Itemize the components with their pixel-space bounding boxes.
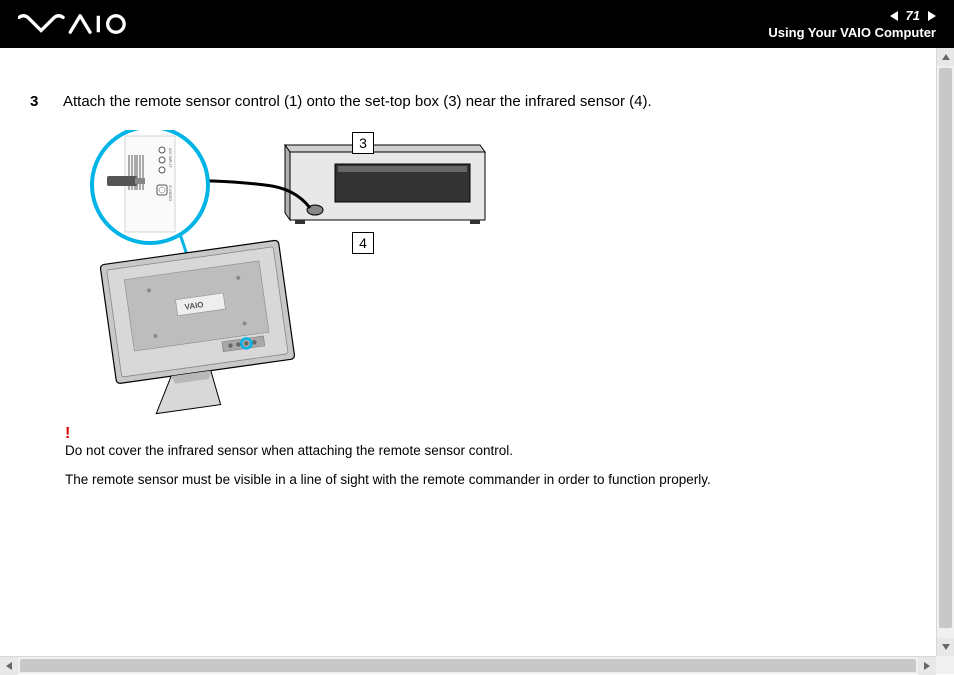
vaio-logo-icon bbox=[18, 13, 128, 35]
magnifier-circle-icon: A/V INPUT S VIDEO bbox=[92, 130, 208, 243]
prev-page-icon[interactable] bbox=[890, 11, 898, 21]
scroll-down-button[interactable] bbox=[937, 638, 954, 656]
scrollbar-vertical[interactable] bbox=[936, 48, 954, 656]
scroll-thumb-horizontal[interactable] bbox=[20, 659, 916, 672]
scrollbar-horizontal[interactable] bbox=[0, 656, 936, 674]
scroll-thumb-vertical[interactable] bbox=[939, 68, 952, 628]
notes-section: ! Do not cover the infrared sensor when … bbox=[65, 425, 914, 487]
note-line-1: Do not cover the infrared sensor when at… bbox=[65, 443, 914, 458]
port-label-bottom: S VIDEO bbox=[168, 185, 173, 201]
next-page-icon[interactable] bbox=[928, 11, 936, 21]
page-content: 3 Attach the remote sensor control (1) o… bbox=[0, 48, 954, 521]
scroll-left-button[interactable] bbox=[0, 657, 18, 675]
step-number: 3 bbox=[30, 93, 48, 110]
page-nav: 71 bbox=[768, 8, 936, 23]
page-number: 71 bbox=[906, 8, 920, 23]
instruction-step: 3 Attach the remote sensor control (1) o… bbox=[30, 93, 914, 110]
header-right: 71 Using Your VAIO Computer bbox=[768, 8, 936, 40]
note-line-2: The remote sensor must be visible in a l… bbox=[65, 472, 914, 487]
scroll-right-button[interactable] bbox=[918, 657, 936, 675]
diagram-svg: A/V INPUT S VIDEO bbox=[65, 130, 495, 425]
scroll-corner bbox=[936, 656, 954, 674]
settop-box-icon bbox=[285, 145, 485, 224]
section-title: Using Your VAIO Computer bbox=[768, 25, 936, 40]
vaio-logo bbox=[18, 13, 128, 35]
callout-3: 3 bbox=[352, 132, 374, 154]
warning-icon: ! bbox=[65, 425, 914, 443]
callout-4: 4 bbox=[352, 232, 374, 254]
diagram: A/V INPUT S VIDEO bbox=[65, 130, 495, 425]
port-label-top: A/V INPUT bbox=[168, 148, 173, 168]
step-text: Attach the remote sensor control (1) ont… bbox=[63, 93, 652, 110]
header-bar: 71 Using Your VAIO Computer bbox=[0, 0, 954, 48]
scroll-up-button[interactable] bbox=[937, 48, 954, 66]
monitor-back-icon: VAIO bbox=[100, 240, 300, 419]
